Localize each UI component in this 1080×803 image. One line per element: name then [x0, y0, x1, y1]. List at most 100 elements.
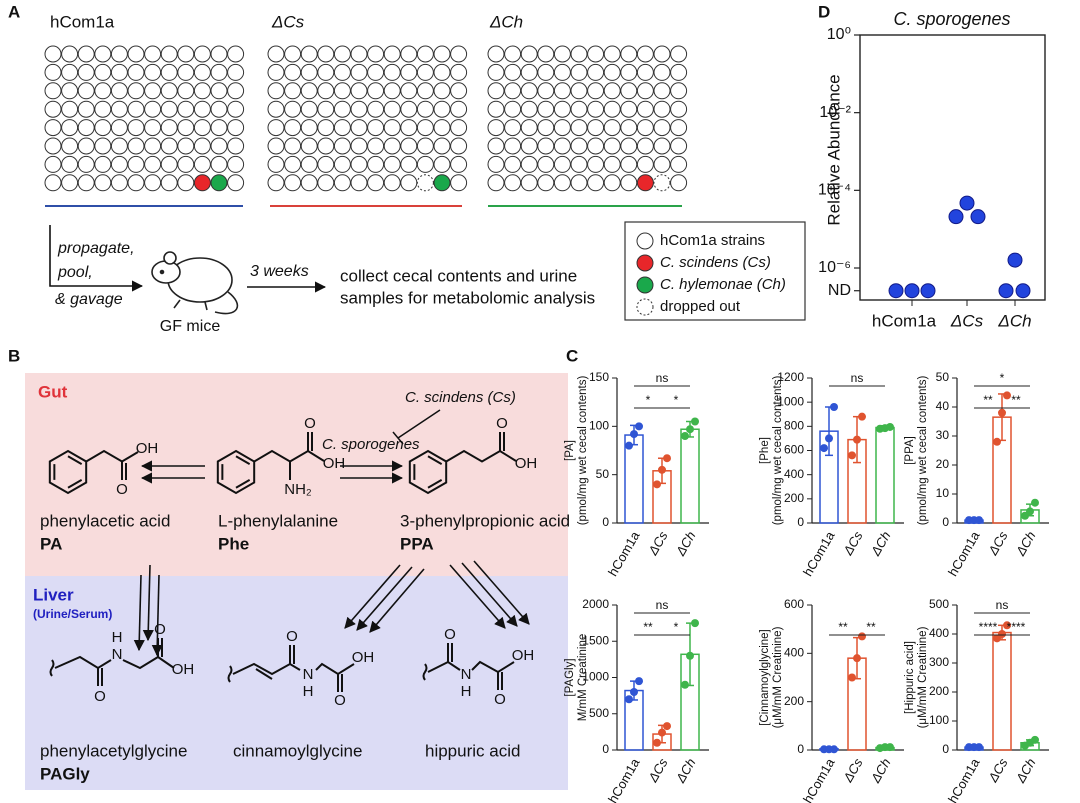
well [61, 174, 79, 192]
y-axis-label: (pmol/mg wet cecal contents) [917, 376, 929, 526]
well [94, 82, 112, 100]
well [636, 174, 654, 192]
process-arrow [49, 225, 144, 292]
well [520, 119, 538, 137]
compound-abbr: PAGly [40, 764, 90, 783]
liver-label: Liver [33, 585, 74, 604]
well [317, 119, 335, 137]
well [603, 137, 621, 155]
well [300, 63, 318, 81]
y-tick-label: 600 [784, 597, 804, 611]
well [284, 137, 302, 155]
well [127, 82, 145, 100]
data-point [948, 209, 964, 225]
well [504, 63, 522, 81]
x-tick-label: hCom1a [945, 528, 983, 579]
well [227, 174, 245, 192]
structure-bonds [49, 432, 517, 692]
well [620, 45, 638, 63]
y-axis-label: (μM/mM Creatinine) [917, 626, 929, 728]
well [450, 82, 468, 100]
x-tick-label: ΔCh [867, 756, 893, 786]
well [433, 119, 451, 137]
y-tick-label: 10⁰ [827, 26, 851, 43]
well [537, 45, 555, 63]
well [227, 63, 245, 81]
x-tick-label: ΔCs [840, 528, 866, 558]
significance-label: ** [643, 620, 653, 634]
atom: OH [172, 661, 195, 678]
well [553, 119, 571, 137]
well [670, 45, 688, 63]
well [570, 82, 588, 100]
well [227, 137, 245, 155]
well [177, 63, 195, 81]
well [193, 63, 211, 81]
well [450, 119, 468, 137]
atom: H [461, 683, 472, 700]
data-point [681, 680, 689, 689]
well [620, 137, 638, 155]
atom: O [304, 415, 316, 432]
well [284, 174, 302, 192]
data-point [975, 516, 983, 525]
well [504, 100, 522, 118]
well [636, 82, 654, 100]
significance-label: ** [838, 620, 848, 634]
well [193, 119, 211, 137]
well [127, 63, 145, 81]
well [603, 119, 621, 137]
well [350, 174, 368, 192]
atom: O [494, 691, 506, 708]
well [400, 82, 418, 100]
well [670, 63, 688, 81]
well [636, 63, 654, 81]
well [450, 174, 468, 192]
well [400, 45, 418, 63]
well [553, 82, 571, 100]
y-tick-label: 300 [929, 655, 949, 669]
compound-name: hippuric acid [425, 741, 520, 760]
enzyme: C. sporogenes [322, 436, 420, 453]
well [160, 155, 178, 173]
data-point [848, 673, 856, 682]
well [520, 82, 538, 100]
well [367, 63, 385, 81]
data-point [1015, 283, 1031, 299]
legend-label: dropped out [660, 298, 741, 315]
well [317, 100, 335, 118]
well [144, 63, 162, 81]
data-point [830, 403, 838, 411]
y-tick-label: 400 [784, 467, 804, 481]
well [570, 119, 588, 137]
y-tick-label: 0 [942, 515, 949, 529]
panel-label: A [8, 2, 20, 21]
x-tick-label: hCom1a [872, 311, 937, 330]
y-axis-label: [PPA] [904, 436, 916, 465]
ring-double-bond [67, 479, 83, 489]
well [227, 155, 245, 173]
well [210, 63, 228, 81]
well [603, 155, 621, 173]
well [587, 155, 605, 173]
well [416, 174, 434, 192]
well [433, 63, 451, 81]
data-point [1031, 498, 1039, 507]
data-point [886, 743, 894, 752]
well [127, 45, 145, 63]
well [416, 100, 434, 118]
well [284, 155, 302, 173]
ring-double-bond [427, 479, 443, 489]
well [94, 174, 112, 192]
gut-region [25, 373, 568, 576]
y-axis-label: [Cinnamoylglycine] [759, 629, 771, 726]
atom: OH [136, 440, 159, 457]
x-tick-label: ΔCs [645, 528, 671, 558]
well [487, 174, 505, 192]
well [416, 63, 434, 81]
well [553, 63, 571, 81]
data-point [998, 630, 1006, 638]
compound-abbr: PPA [400, 534, 434, 553]
well [317, 137, 335, 155]
well [210, 137, 228, 155]
